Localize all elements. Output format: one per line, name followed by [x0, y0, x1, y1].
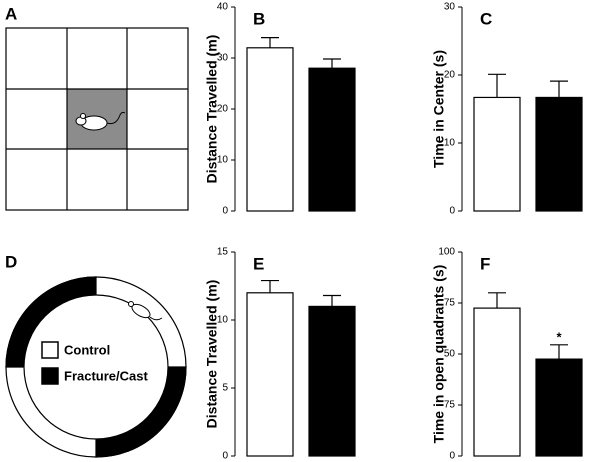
- y-tick-label: 0: [449, 451, 455, 462]
- legend-swatch: [41, 341, 59, 359]
- y-tick-label: 10: [217, 315, 229, 326]
- legend-label: Control: [64, 342, 110, 357]
- significance-mark: *: [556, 329, 562, 344]
- panel-letter: F: [480, 254, 490, 273]
- y-tick-label: 20: [444, 70, 456, 81]
- legend-label: Fracture/Cast: [64, 368, 148, 383]
- y-tick-label: 0: [449, 206, 455, 217]
- y-axis-label: Time in open quadrants (s): [431, 265, 447, 444]
- charts: B Distance Travelled (m) 0 10 20 30 40 C Time in…: [204, 2, 583, 462]
- bar: [473, 96, 521, 212]
- bar: [535, 358, 583, 457]
- y-tick-label: 100: [438, 247, 455, 258]
- y-tick-label: 0: [222, 206, 228, 217]
- y-tick-label: 10: [444, 138, 456, 149]
- legend: Control Fracture/Cast: [41, 341, 148, 385]
- panel-letter: D: [5, 252, 17, 271]
- y-tick-label: 30: [217, 53, 229, 64]
- y-tick-label: 15: [217, 247, 229, 258]
- bar: [308, 305, 356, 457]
- bar: [473, 307, 521, 457]
- y-axis-label: Time in Center (s): [431, 50, 447, 168]
- legend-swatch: [41, 367, 59, 385]
- y-axis-label: Distance Travelled (m): [204, 35, 220, 184]
- y-tick-label: 30: [444, 2, 456, 13]
- y-tick-label: 50: [444, 349, 456, 360]
- panel-letter: E: [253, 254, 264, 273]
- y-tick-label: 20: [217, 104, 229, 115]
- panel-letter: B: [253, 9, 265, 28]
- panel-letter: C: [480, 9, 492, 28]
- bar: [246, 47, 294, 212]
- y-tick-label: 0: [222, 451, 228, 462]
- y-tick-label: 75: [444, 298, 456, 309]
- y-tick-label: 5: [222, 383, 228, 394]
- y-tick-label: 75: [444, 400, 456, 411]
- arena-border: [5, 27, 189, 211]
- mouse-icon: [128, 301, 163, 321]
- bar: [246, 292, 294, 457]
- y-axis-label: Distance Travelled (m): [204, 280, 220, 429]
- y-tick-label: 10: [217, 155, 229, 166]
- maze: [5, 276, 187, 458]
- bar: [535, 96, 583, 212]
- bar: [308, 67, 356, 212]
- y-tick-label: 40: [217, 2, 229, 13]
- panel-letter: A: [5, 4, 17, 23]
- mouse-icon: [75, 111, 126, 131]
